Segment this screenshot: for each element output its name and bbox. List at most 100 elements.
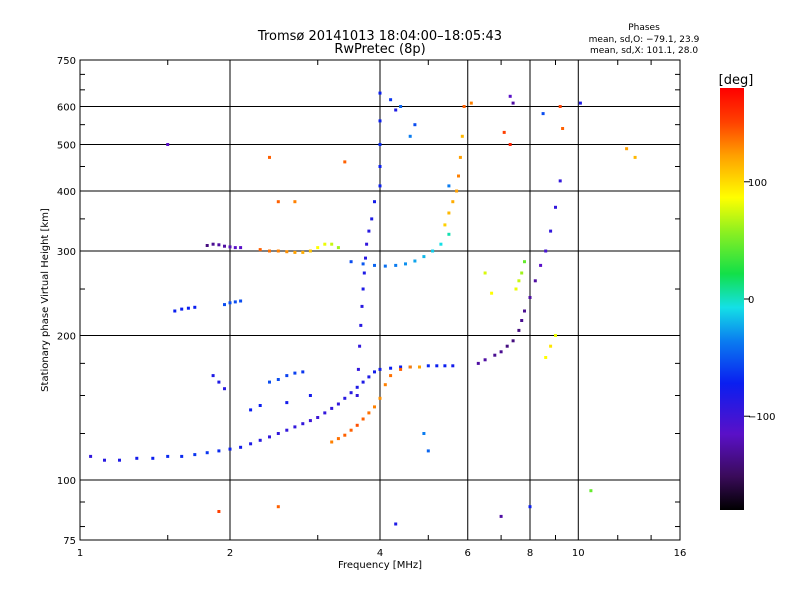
y-tick-label: 600 [57, 103, 76, 114]
data-point [276, 378, 280, 381]
colorbar-ticks: 100 0 −100 [744, 178, 775, 423]
data-point [383, 264, 387, 268]
data-point [276, 432, 280, 435]
data-point [151, 456, 155, 460]
data-point [483, 271, 487, 275]
data-point [431, 249, 435, 253]
data-point [447, 211, 451, 215]
data-point [293, 250, 297, 254]
data-point [211, 374, 215, 378]
data-point [523, 309, 526, 313]
data-point [490, 291, 494, 295]
data-points [89, 91, 637, 526]
data-point [462, 105, 466, 108]
data-point [373, 405, 376, 409]
data-point [193, 453, 197, 457]
data-point [349, 391, 353, 395]
data-point [343, 396, 347, 400]
colorbar-label: [deg] [719, 73, 754, 88]
data-point [336, 402, 340, 406]
data-point [239, 445, 243, 449]
plot-frame [79, 59, 681, 541]
data-point [355, 423, 359, 427]
data-point [554, 334, 557, 337]
data-point [418, 365, 421, 369]
data-point [523, 260, 526, 264]
y-tick-label: 100 [57, 476, 76, 487]
data-point [285, 250, 289, 254]
data-point [293, 200, 297, 204]
data-point [528, 296, 532, 299]
data-point [360, 304, 364, 308]
data-point [378, 119, 382, 123]
data-point [223, 303, 226, 307]
y-tick-label: 750 [57, 56, 76, 67]
colorbar-tick-label: −100 [748, 412, 775, 423]
data-point [373, 263, 376, 267]
data-point [378, 184, 382, 188]
stats-line-o: mean, sd,O: −79.1, 23.9 [589, 35, 700, 45]
data-point [364, 256, 367, 260]
data-point [426, 449, 430, 453]
data-point [258, 438, 262, 442]
data-point [460, 134, 464, 138]
x-tick-label: 10 [572, 548, 585, 559]
data-point [173, 309, 177, 313]
data-point [205, 451, 209, 455]
data-point [394, 263, 398, 267]
x-axis: 1 2 4 6 8 10 16 [77, 60, 687, 559]
data-point [330, 440, 334, 444]
data-point [239, 299, 243, 303]
data-point [135, 456, 139, 460]
data-point [349, 428, 353, 432]
data-point [508, 143, 512, 146]
y-tick-label: 75 [63, 536, 76, 547]
data-point [469, 101, 473, 105]
data-point [633, 155, 637, 159]
data-point [373, 370, 376, 374]
data-point [520, 319, 524, 322]
colorbar-tick-label: 100 [748, 178, 767, 189]
data-point [549, 344, 553, 348]
data-point [361, 287, 365, 291]
data-point [359, 323, 363, 327]
data-point [268, 380, 271, 384]
stats-line-x: mean, sd,X: 101.1, 28.0 [590, 46, 698, 56]
data-point [514, 287, 518, 291]
data-point [399, 365, 403, 369]
data-point [276, 249, 280, 253]
data-point [268, 435, 271, 439]
data-point [389, 374, 393, 378]
data-point [180, 307, 184, 311]
data-point [625, 147, 629, 151]
data-point [558, 105, 562, 108]
data-point [228, 301, 232, 305]
data-point [544, 249, 548, 253]
data-point [268, 155, 271, 159]
data-point [554, 205, 557, 209]
data-point [394, 522, 398, 526]
data-point [483, 358, 487, 362]
data-point [217, 380, 221, 384]
data-point [301, 250, 305, 254]
data-point [316, 246, 320, 250]
data-point [361, 380, 365, 384]
data-point [211, 242, 215, 246]
data-point [517, 328, 521, 332]
data-point [258, 248, 262, 252]
data-point [511, 101, 515, 105]
data-point [383, 383, 387, 387]
y-tick-label: 500 [57, 141, 76, 152]
data-point [443, 223, 447, 227]
data-point [217, 243, 221, 247]
data-point [355, 394, 359, 397]
data-point [316, 416, 320, 419]
data-point [343, 160, 347, 164]
x-tick-label: 16 [674, 548, 687, 559]
data-point [378, 367, 382, 371]
data-point [578, 101, 582, 105]
data-point [443, 364, 447, 368]
data-point [293, 371, 297, 375]
data-point [451, 200, 455, 204]
data-point [528, 505, 532, 509]
